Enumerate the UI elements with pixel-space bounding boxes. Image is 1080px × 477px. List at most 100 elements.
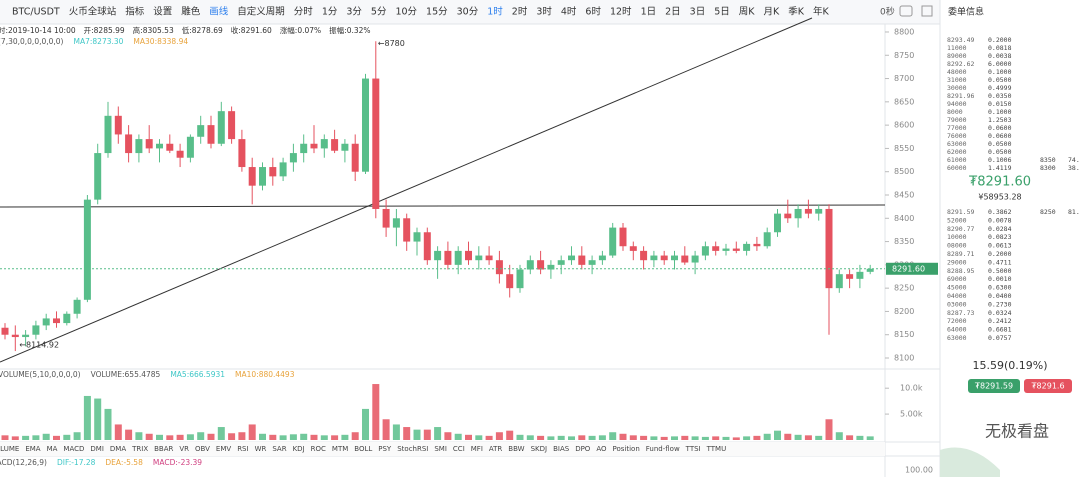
- volume-bar: [279, 435, 287, 440]
- indicator-tab[interactable]: MTM: [332, 445, 348, 453]
- toolbar-item[interactable]: 年K: [813, 6, 830, 18]
- toolbar-item[interactable]: 1日: [641, 7, 657, 18]
- volume-bar: [104, 408, 112, 440]
- volume-legend: MA10:880.4493: [235, 370, 295, 379]
- toolbar-item[interactable]: 分时: [294, 6, 314, 18]
- indicator-tab[interactable]: StochRSI: [397, 445, 428, 453]
- indicator-tab[interactable]: SMI: [434, 445, 447, 453]
- buy-button[interactable]: [968, 379, 1020, 393]
- toolbar-item[interactable]: 自定义周期: [237, 6, 285, 18]
- order-book-cell: 0.5000: [988, 267, 1012, 275]
- indicator-tab[interactable]: EMA: [25, 445, 40, 453]
- indicator-tab[interactable]: ATR: [489, 445, 503, 453]
- toolbar-item[interactable]: 5分: [371, 7, 387, 18]
- volume-bar: [248, 424, 256, 440]
- toolbar-item[interactable]: 周K: [739, 7, 756, 18]
- indicator-tab[interactable]: EMV: [216, 445, 231, 453]
- toolbar-item[interactable]: 2日: [665, 7, 681, 18]
- candle-body: [114, 115, 122, 135]
- toolbar-item[interactable]: 雕色: [181, 6, 201, 18]
- ohlc-info: 高:8305.53: [133, 25, 174, 35]
- volume-bar: [156, 434, 163, 440]
- order-book-cell: 0.1000: [988, 68, 1012, 76]
- toolbar-item[interactable]: 火币全球站: [69, 6, 117, 18]
- toolbar-item[interactable]: 6时: [585, 6, 601, 18]
- indicator-tab[interactable]: Fund-flow: [646, 445, 680, 453]
- indicator-tab[interactable]: MA: [47, 445, 58, 453]
- toolbar-item[interactable]: 15分: [426, 7, 448, 18]
- toolbar-item[interactable]: 12时: [610, 6, 632, 18]
- indicator-tab[interactable]: TRIX: [131, 445, 148, 453]
- candle-body: [526, 260, 534, 270]
- indicator-tab[interactable]: BBAR: [154, 445, 173, 453]
- indicator-tab[interactable]: WR: [255, 445, 267, 453]
- toolbar-item[interactable]: 1时: [487, 6, 503, 18]
- indicator-tab[interactable]: TTMU: [706, 445, 727, 453]
- indicator-tab[interactable]: KDJ: [293, 445, 305, 453]
- ma-legend: (7,30,0,0,0,0,0,0): [0, 37, 64, 46]
- order-book-cell: 0.6300: [988, 284, 1012, 292]
- toolbar-item[interactable]: 3日: [690, 7, 706, 18]
- candle-body: [248, 167, 256, 186]
- indicator-tab[interactable]: PSY: [378, 445, 392, 453]
- candle-body: [681, 255, 689, 263]
- toolbar-item[interactable]: 30分: [457, 7, 479, 18]
- order-book-cell: 89000: [947, 52, 967, 60]
- ohlc-info: 收:8291.60: [231, 25, 272, 35]
- sell-button-label[interactable]: ₮8291.6: [1031, 382, 1064, 391]
- indicator-tab[interactable]: VR: [179, 445, 189, 453]
- indicator-tab[interactable]: RSI: [237, 445, 248, 453]
- toolbar-item[interactable]: 3时: [536, 6, 552, 18]
- indicator-tab[interactable]: SAR: [272, 445, 286, 453]
- toolbar-item[interactable]: 5日: [714, 7, 730, 18]
- indicator-tab[interactable]: OBV: [195, 445, 210, 453]
- candle-body: [11, 334, 19, 338]
- order-book-cell: 0.0500: [988, 140, 1012, 148]
- order-book-cell: 52000: [947, 216, 967, 224]
- order-book-cell: 0.2730: [988, 300, 1012, 308]
- indicator-tab[interactable]: ROC: [311, 445, 326, 453]
- y-tick-label: 8600: [894, 121, 914, 130]
- indicator-tab[interactable]: AO: [596, 445, 607, 453]
- toolbar-item[interactable]: 1分: [322, 7, 338, 18]
- indicator-tab[interactable]: BBW: [508, 445, 524, 453]
- toolbar-item[interactable]: 2时: [512, 6, 528, 18]
- buy-button-label[interactable]: ₮8291.59: [975, 382, 1013, 391]
- indicator-tab[interactable]: Position: [613, 445, 640, 453]
- indicator-tab[interactable]: MACD: [63, 445, 84, 453]
- toolbar-item[interactable]: 设置: [153, 7, 172, 18]
- ma-legend: MA7:8273.30: [74, 37, 124, 46]
- candle-body: [434, 250, 442, 261]
- toolbar-item[interactable]: BTC/USDT: [12, 7, 60, 18]
- candle-body: [362, 78, 369, 172]
- candle-body: [259, 167, 266, 186]
- indicator-tab[interactable]: TTSI: [685, 445, 701, 453]
- indicator-tab[interactable]: VOLUME: [0, 445, 19, 453]
- fullscreen-icon[interactable]: [921, 5, 933, 17]
- toolbar-item[interactable]: 4时: [561, 6, 577, 18]
- candle-body: [197, 125, 205, 137]
- macd-axis-label: 100.00: [905, 466, 933, 475]
- indicator-tab[interactable]: BIAS: [553, 445, 570, 453]
- indicator-tab[interactable]: CCI: [453, 445, 465, 453]
- toolbar-item[interactable]: 月K: [763, 7, 780, 18]
- toolbar-item[interactable]: 指标: [125, 6, 145, 18]
- order-book-cell: 0.0324: [988, 309, 1012, 317]
- sell-button[interactable]: [1024, 379, 1072, 393]
- ohlc-info: 开:8285.99: [84, 26, 125, 35]
- indicator-tab[interactable]: DMI: [90, 445, 104, 453]
- toolbar-item[interactable]: 季K: [788, 6, 805, 18]
- candle-body: [475, 255, 483, 261]
- indicator-tab[interactable]: DPO: [575, 445, 591, 453]
- indicator-tab[interactable]: SKDJ: [531, 445, 548, 453]
- ma-legend: MA30:8338.94: [133, 37, 188, 46]
- indicator-tab[interactable]: BOLL: [354, 445, 372, 453]
- toolbar-item[interactable]: 画线: [209, 6, 229, 18]
- indicator-tab[interactable]: DMA: [110, 445, 126, 453]
- toolbar-item[interactable]: 10分: [395, 7, 417, 18]
- candle-body: [1, 327, 9, 335]
- camera-icon[interactable]: [899, 5, 913, 17]
- macd-legend: DEA:-5.58: [105, 458, 143, 467]
- indicator-tab[interactable]: MFI: [471, 445, 483, 453]
- toolbar-item[interactable]: 3分: [346, 7, 362, 18]
